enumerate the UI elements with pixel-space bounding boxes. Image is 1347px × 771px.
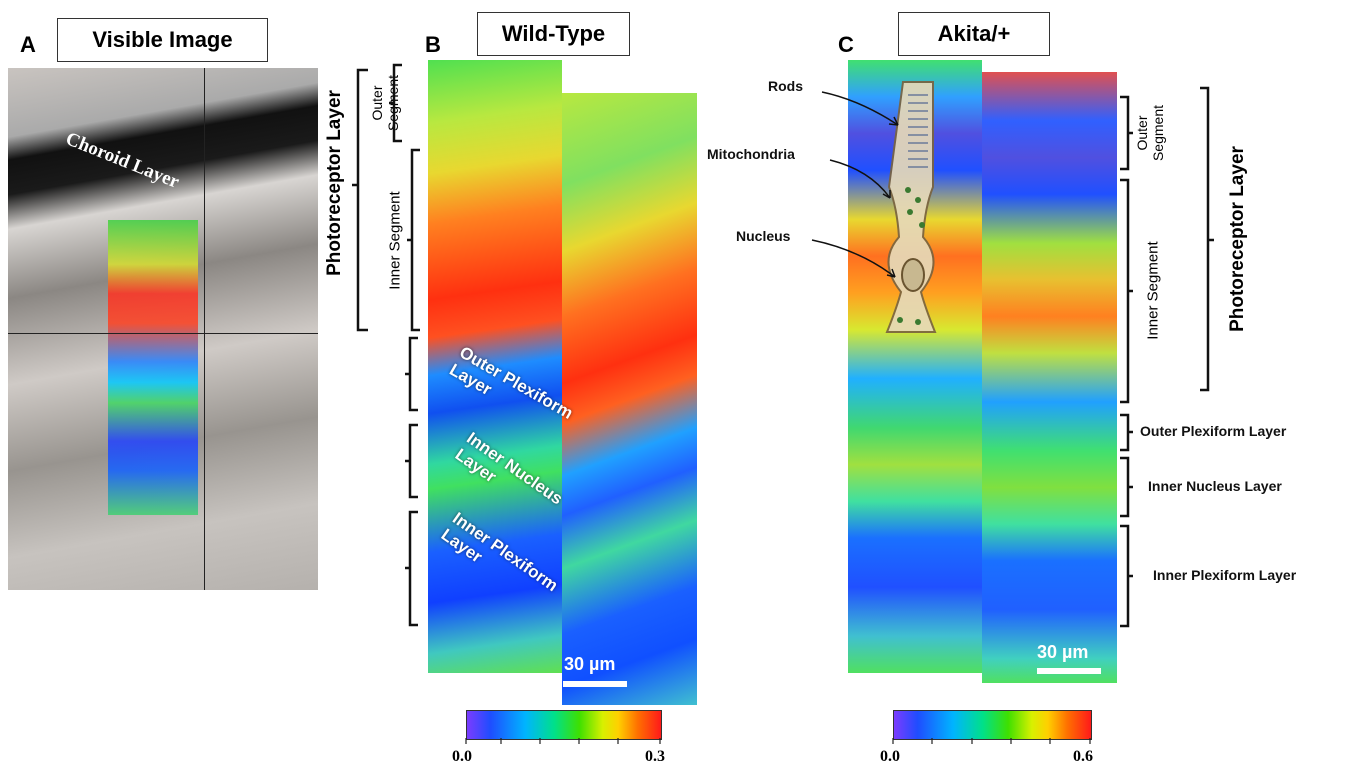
colorbar-ticks bbox=[0, 0, 1347, 771]
figure: A Visible Image Choroid Layer Photorecep… bbox=[0, 0, 1347, 771]
tick-marks bbox=[466, 738, 1090, 744]
